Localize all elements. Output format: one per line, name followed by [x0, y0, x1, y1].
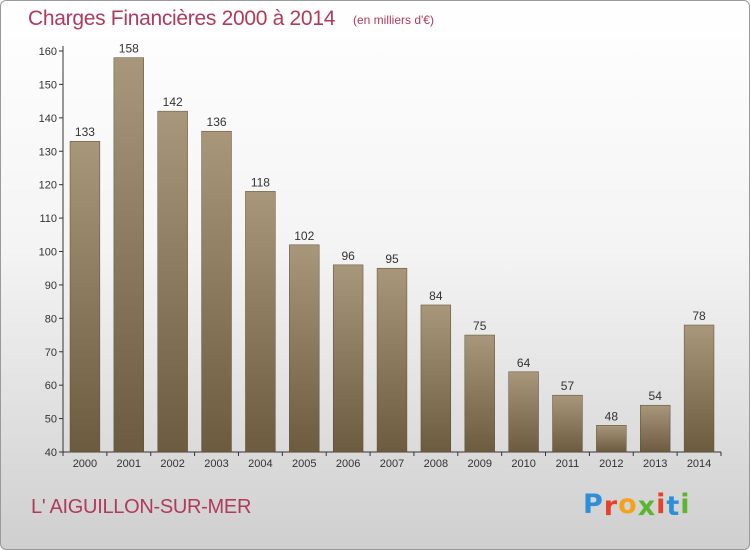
- bar-2013: [640, 404, 671, 453]
- logo-letter: t: [666, 491, 681, 522]
- chart-unit: (en milliers d'€): [353, 13, 434, 27]
- bar-2012: [596, 425, 627, 453]
- bars: [69, 57, 715, 453]
- logo-letter: P: [583, 489, 604, 520]
- x-tick-label: 2008: [424, 458, 448, 470]
- x-tick-label: 2004: [248, 458, 272, 470]
- bar-2006: [332, 264, 364, 453]
- x-tick-label: 2001: [117, 458, 141, 470]
- x-tick-label: 2010: [511, 458, 535, 470]
- chart-title: Charges Financières 2000 à 2014: [28, 7, 336, 30]
- y-tick-label: 160: [39, 46, 57, 58]
- proxiti-logo[interactable]: Proxiti: [583, 489, 691, 522]
- y-tick-label: 100: [39, 247, 57, 259]
- y-tick-label: 140: [39, 113, 57, 125]
- y-tick-label: 80: [45, 313, 57, 325]
- x-axis: 2000 2001 2002 2003 2004 2005 2006 2007 2008 2009…: [62, 452, 722, 470]
- x-tick-label: 2003: [204, 458, 228, 470]
- bar-2003: [201, 130, 232, 453]
- x-tick-label: 2002: [160, 458, 184, 470]
- data-label-2012: 48: [605, 409, 619, 423]
- data-labels: 133 158 142 136 118 102 96 95 84 75 64 57 48 54 78: [75, 42, 706, 424]
- y-tick-label: 90: [45, 280, 57, 292]
- data-label-2008: 84: [429, 289, 443, 303]
- logo-letter: o: [618, 489, 638, 520]
- data-label-2003: 136: [207, 115, 227, 129]
- bar-2011: [552, 394, 583, 453]
- bar-2014: [683, 324, 715, 453]
- logo-letter: r: [603, 491, 619, 522]
- data-label-2002: 142: [163, 95, 183, 109]
- y-tick-label: 150: [39, 79, 57, 91]
- data-label-2000: 133: [75, 125, 95, 139]
- y-tick-label: 60: [45, 380, 57, 392]
- x-tick-label: 2011: [556, 458, 580, 470]
- x-tick-label: 2000: [73, 458, 97, 470]
- y-tick-label: 130: [39, 146, 57, 158]
- data-label-2013: 54: [649, 389, 663, 403]
- bar-2009: [464, 334, 495, 453]
- logo-letter: i: [680, 489, 691, 520]
- data-label-2004: 118: [251, 175, 270, 189]
- data-label-2001: 158: [119, 42, 139, 56]
- x-tick-label: 2014: [687, 458, 711, 470]
- y-tick-label: 120: [39, 180, 57, 192]
- city-name: L' AIGUILLON-SUR-MER: [31, 496, 252, 518]
- bar-2008: [420, 304, 452, 453]
- bar-2007: [376, 267, 408, 453]
- x-tick-label: 2005: [292, 458, 316, 470]
- x-tick-label: 2013: [643, 458, 667, 470]
- data-label-2009: 75: [473, 319, 487, 333]
- data-label-2007: 95: [385, 252, 399, 266]
- logo-letter: i: [656, 489, 667, 520]
- x-tick-label: 2009: [467, 458, 491, 470]
- data-label-2011: 57: [561, 379, 575, 393]
- bar-2002: [157, 110, 188, 453]
- logo-letter: x: [637, 491, 657, 522]
- bar-2005: [289, 244, 320, 453]
- data-label-2014: 78: [692, 309, 706, 323]
- x-tick-label: 2006: [336, 458, 360, 470]
- y-tick-label: 50: [45, 414, 57, 426]
- data-label-2006: 96: [341, 249, 355, 263]
- bar-2010: [508, 371, 539, 453]
- bar-2001: [113, 57, 144, 453]
- y-tick-label: 40: [45, 447, 57, 459]
- x-tick-label: 2007: [380, 458, 404, 470]
- y-tick-label: 70: [45, 347, 57, 359]
- y-tick-label: 110: [39, 213, 57, 225]
- bar-2004: [245, 191, 276, 453]
- data-label-2010: 64: [517, 356, 531, 370]
- data-label-2005: 102: [294, 229, 314, 243]
- bar-2000: [69, 140, 101, 453]
- x-tick-label: 2012: [599, 458, 623, 470]
